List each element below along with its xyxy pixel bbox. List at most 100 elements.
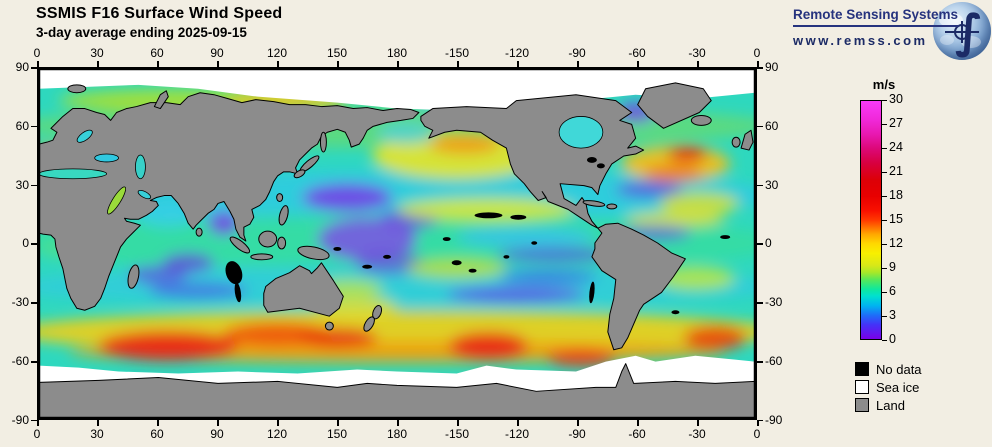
no-data-patches — [225, 156, 731, 315]
lon-tick-top — [457, 61, 459, 67]
lon-tick-label-bottom: 90 — [210, 427, 224, 441]
colorbar-tick-label: 3 — [889, 308, 896, 322]
lon-tick-label-top: -60 — [628, 46, 646, 60]
colorbar-tick — [882, 123, 887, 125]
legend-swatch — [855, 380, 869, 394]
lon-tick-label-top: -120 — [504, 46, 530, 60]
lat-tick-right — [757, 302, 763, 304]
island-sulawesi — [277, 236, 287, 250]
legend-swatch — [855, 362, 869, 376]
lon-tick-top — [337, 61, 339, 67]
island-hispaniola — [606, 203, 618, 210]
lat-tick-left — [31, 361, 37, 363]
island-britain — [740, 129, 754, 151]
colorbar-tick — [882, 243, 887, 245]
lat-tick-label-left: 90 — [15, 60, 29, 74]
lon-tick-bottom — [157, 420, 159, 426]
lon-tick-top — [157, 61, 159, 67]
world-map-canvas — [39, 69, 755, 418]
lat-tick-left — [31, 243, 37, 245]
lat-tick-left — [31, 125, 37, 128]
colorbar-tick — [882, 267, 887, 269]
world-wind-speed-map — [37, 67, 757, 420]
island-taiwan — [276, 193, 284, 202]
lon-tick-label-bottom: -150 — [444, 427, 470, 441]
lat-tick-right — [757, 184, 763, 187]
lon-tick-label-bottom: 150 — [326, 427, 348, 441]
landmass-afro-eurasia — [39, 92, 420, 311]
legend-label: No data — [876, 362, 922, 377]
lat-tick-right — [757, 361, 763, 363]
lon-tick-top — [37, 61, 39, 67]
colorbar-tick-label: 15 — [889, 212, 903, 226]
lon-tick-bottom — [517, 420, 519, 426]
island-sakhalin — [319, 131, 327, 153]
lon-tick-top — [697, 61, 699, 67]
lat-tick-label-right: -60 — [765, 354, 783, 369]
lat-tick-label-right: -90 — [765, 412, 783, 427]
colorbar-tick-label: 18 — [889, 188, 903, 202]
lon-tick-label-top: 120 — [266, 46, 288, 60]
island-borneo — [258, 230, 278, 248]
lon-tick-bottom — [577, 420, 579, 426]
island-iceland — [690, 114, 712, 126]
colorbar-tick-label: 30 — [889, 92, 903, 106]
lon-tick-top — [637, 61, 639, 67]
island-svalbard — [67, 84, 87, 94]
colorbar-tick-label: 24 — [889, 140, 903, 154]
colorbar-gradient — [860, 100, 882, 340]
lat-tick-right — [757, 67, 763, 69]
legend-swatch — [855, 398, 869, 412]
lon-tick-top — [277, 61, 279, 67]
colorbar-tick-label: 9 — [889, 260, 896, 274]
lat-tick-label-right: 90 — [765, 60, 779, 74]
island-philippines — [278, 205, 289, 226]
lat-tick-label-left: 60 — [15, 118, 29, 133]
lat-tick-label-left: -30 — [11, 295, 29, 310]
lon-tick-bottom — [637, 420, 639, 426]
colorbar-unit-label: m/s — [872, 77, 896, 92]
lon-tick-bottom — [397, 420, 399, 426]
landmasses — [39, 82, 755, 418]
lon-tick-bottom — [217, 420, 219, 426]
gulf-persian — [137, 189, 152, 200]
colorbar-tick-label: 21 — [889, 164, 903, 178]
colorbar-tick — [882, 219, 887, 221]
lat-tick-label-right: 30 — [765, 177, 779, 192]
lon-tick-label-top: -150 — [444, 46, 470, 60]
lat-tick-label-left: -60 — [11, 354, 29, 369]
legend-label: Sea ice — [876, 380, 920, 395]
landmass-antarctica — [39, 363, 755, 418]
lon-tick-bottom — [37, 420, 39, 426]
lon-tick-top — [577, 61, 579, 67]
lon-tick-label-top: 150 — [326, 46, 348, 60]
lon-tick-bottom — [97, 420, 99, 426]
island-sri-lanka — [195, 227, 203, 237]
lat-tick-left — [31, 67, 37, 69]
lon-tick-label-bottom: -120 — [504, 427, 530, 441]
lon-tick-label-top: 90 — [210, 46, 224, 60]
lon-tick-bottom — [697, 420, 699, 426]
lon-tick-label-top: 180 — [386, 46, 408, 60]
lon-tick-label-bottom: -60 — [628, 427, 646, 441]
sea-mediterranean — [39, 168, 108, 180]
lon-tick-label-bottom: -30 — [688, 427, 706, 441]
lon-tick-label-top: -30 — [688, 46, 706, 60]
lon-tick-label-bottom: 0 — [33, 427, 41, 441]
colorbar-tick — [882, 99, 887, 101]
lat-tick-right — [757, 419, 763, 422]
island-japan-kyushu — [293, 169, 306, 179]
hudson-bay — [558, 116, 604, 149]
lon-tick-top — [397, 61, 399, 67]
sea-black — [94, 153, 119, 163]
lon-tick-label-bottom: 60 — [150, 427, 164, 441]
landmass-australia — [263, 262, 344, 317]
lat-tick-label-left: 30 — [15, 177, 29, 192]
colorbar-tick-label: 12 — [889, 236, 903, 250]
lat-tick-label-right: 60 — [765, 118, 779, 133]
lon-tick-top — [97, 61, 99, 67]
lon-tick-bottom — [457, 420, 459, 426]
lon-tick-top — [517, 61, 519, 67]
lon-tick-label-bottom: 30 — [90, 427, 104, 441]
lon-tick-label-bottom: -90 — [568, 427, 586, 441]
